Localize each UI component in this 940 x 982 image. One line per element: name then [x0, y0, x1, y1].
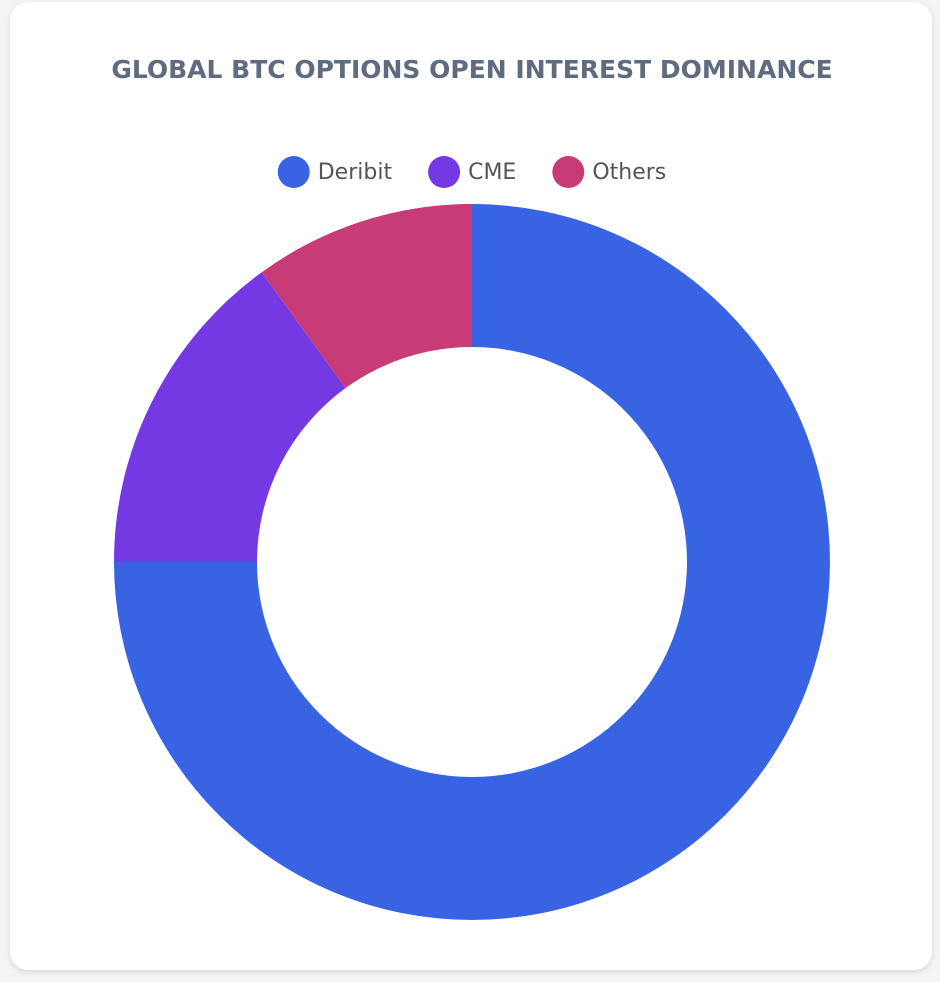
- slice: [261, 204, 472, 389]
- slice: [114, 204, 830, 920]
- legend-marker: [428, 156, 461, 188]
- legend-marker: [552, 156, 585, 188]
- legend-label: Deribit: [318, 160, 393, 185]
- legend-label: CME: [468, 160, 516, 185]
- chart-title: GLOBAL BTC OPTIONS OPEN INTEREST DOMINAN…: [111, 55, 832, 84]
- slice: [114, 272, 346, 562]
- legend-marker: [277, 156, 310, 188]
- legend: Deribit CME Others: [277, 156, 666, 188]
- legend-label: Others: [592, 160, 666, 185]
